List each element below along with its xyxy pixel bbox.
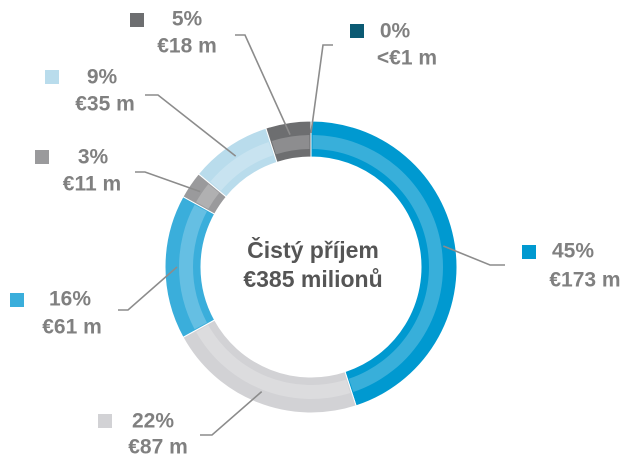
- amount-label: €35 m: [75, 93, 135, 116]
- amount-label: €173 m: [549, 269, 620, 292]
- segment-highlight: [196, 325, 351, 400]
- leader-line: [200, 390, 263, 436]
- segment-highlight: [210, 141, 274, 191]
- leader-line: [235, 34, 291, 135]
- segment-highlight: [312, 135, 443, 393]
- legend-swatch: [522, 245, 536, 259]
- legend-swatch: [35, 150, 49, 164]
- amount-label: <€1 m: [377, 47, 437, 70]
- value-label: 22%: [132, 410, 174, 433]
- donut: [164, 120, 458, 414]
- center-subtitle: €385 milionů: [243, 266, 382, 292]
- leader-line: [310, 44, 333, 134]
- value-label: 9%: [87, 66, 118, 89]
- amount-label: €87 m: [128, 436, 188, 459]
- segment: [265, 120, 312, 164]
- legend-swatch: [350, 24, 364, 38]
- amount-label: €18 m: [157, 35, 217, 58]
- legend-swatch: [130, 13, 144, 27]
- value-label: 0%: [380, 20, 411, 43]
- value-label: 5%: [172, 8, 203, 31]
- segment-highlight: [271, 135, 310, 155]
- amount-label: €61 m: [42, 316, 102, 339]
- labels: 0% <€1 m 45% €173 m 22% €87 m 16% €61 m 3% €11 m 9…: [10, 8, 621, 459]
- segment: [310, 120, 458, 407]
- segment-highlight: [196, 184, 220, 209]
- value-label: 16%: [49, 288, 91, 311]
- leader-line: [145, 94, 237, 157]
- legend-swatch: [98, 414, 112, 428]
- legend-swatch: [10, 293, 24, 307]
- amount-label: €11 m: [63, 173, 121, 196]
- leader-line: [135, 171, 201, 193]
- leader-line: [118, 266, 178, 311]
- center-title: Čistý příjem: [247, 236, 379, 263]
- leader-line: [443, 245, 505, 266]
- value-label: 45%: [552, 240, 594, 263]
- value-label: 3%: [78, 146, 109, 169]
- legend-swatch: [45, 70, 59, 84]
- segment-highlight: [179, 204, 207, 330]
